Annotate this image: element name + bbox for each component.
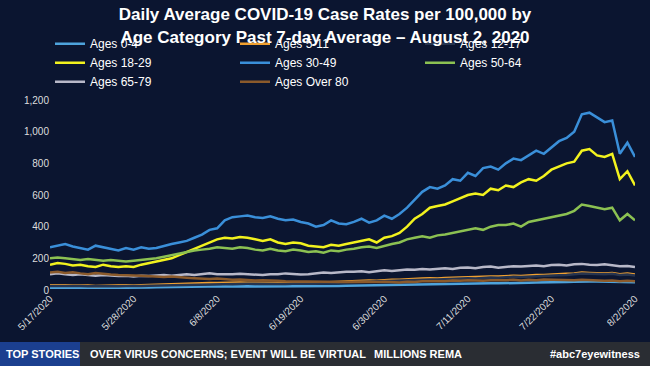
svg-text:Ages 12-17: Ages 12-17	[460, 37, 522, 51]
svg-text:800: 800	[32, 158, 49, 169]
svg-text:6/8/2020: 6/8/2020	[187, 293, 223, 329]
svg-text:6/19/2020: 6/19/2020	[266, 293, 306, 333]
svg-text:8/2/2020: 8/2/2020	[605, 293, 641, 329]
svg-text:600: 600	[32, 190, 49, 201]
svg-text:Ages Over 80: Ages Over 80	[275, 75, 349, 89]
svg-text:OVER VIRUS CONCERNS; EVENT WIL: OVER VIRUS CONCERNS; EVENT WILL BE VIRTU…	[90, 348, 366, 360]
svg-text:Ages 50-64: Ages 50-64	[460, 56, 522, 70]
svg-text:Ages 65-79: Ages 65-79	[90, 75, 152, 89]
svg-text:Ages 0-4: Ages 0-4	[90, 37, 138, 51]
svg-text:400: 400	[32, 221, 49, 232]
svg-text:#abc7eyewitness: #abc7eyewitness	[550, 348, 640, 360]
svg-text:Ages 30-49: Ages 30-49	[275, 56, 337, 70]
svg-text:0: 0	[43, 285, 49, 296]
svg-text:Ages 5-11: Ages 5-11	[275, 37, 329, 51]
svg-text:5/17/2020: 5/17/2020	[16, 293, 56, 333]
svg-text:6/30/2020: 6/30/2020	[350, 293, 390, 333]
svg-text:1,200: 1,200	[24, 95, 49, 106]
svg-text:TOP STORIES: TOP STORIES	[6, 348, 79, 360]
svg-text:5/28/2020: 5/28/2020	[99, 293, 139, 333]
svg-text:Ages 18-29: Ages 18-29	[90, 56, 152, 70]
svg-text:7/22/2020: 7/22/2020	[517, 293, 557, 333]
svg-text:Daily Average COVID-19 Case Ra: Daily Average COVID-19 Case Rates per 10…	[119, 5, 532, 46]
svg-text:1,000: 1,000	[24, 126, 49, 137]
svg-text:7/11/2020: 7/11/2020	[434, 293, 473, 332]
svg-text:200: 200	[32, 253, 49, 264]
svg-text:MILLIONS REMA: MILLIONS REMA	[374, 348, 462, 360]
